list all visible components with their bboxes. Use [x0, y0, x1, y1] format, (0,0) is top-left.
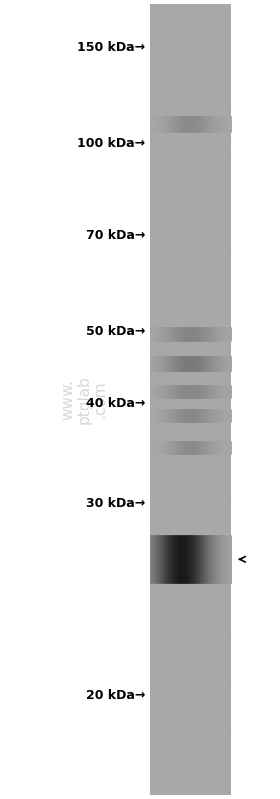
Text: 20 kDa→: 20 kDa→	[86, 689, 146, 702]
Text: www.
ptglab
.com: www. ptglab .com	[60, 375, 108, 424]
Text: 50 kDa→: 50 kDa→	[86, 325, 146, 338]
Bar	[150, 4, 231, 795]
Text: 40 kDa→: 40 kDa→	[86, 397, 146, 410]
Text: 30 kDa→: 30 kDa→	[86, 497, 146, 510]
Text: 150 kDa→: 150 kDa→	[78, 42, 146, 54]
Text: 100 kDa→: 100 kDa→	[78, 137, 146, 150]
Text: 70 kDa→: 70 kDa→	[86, 229, 146, 242]
